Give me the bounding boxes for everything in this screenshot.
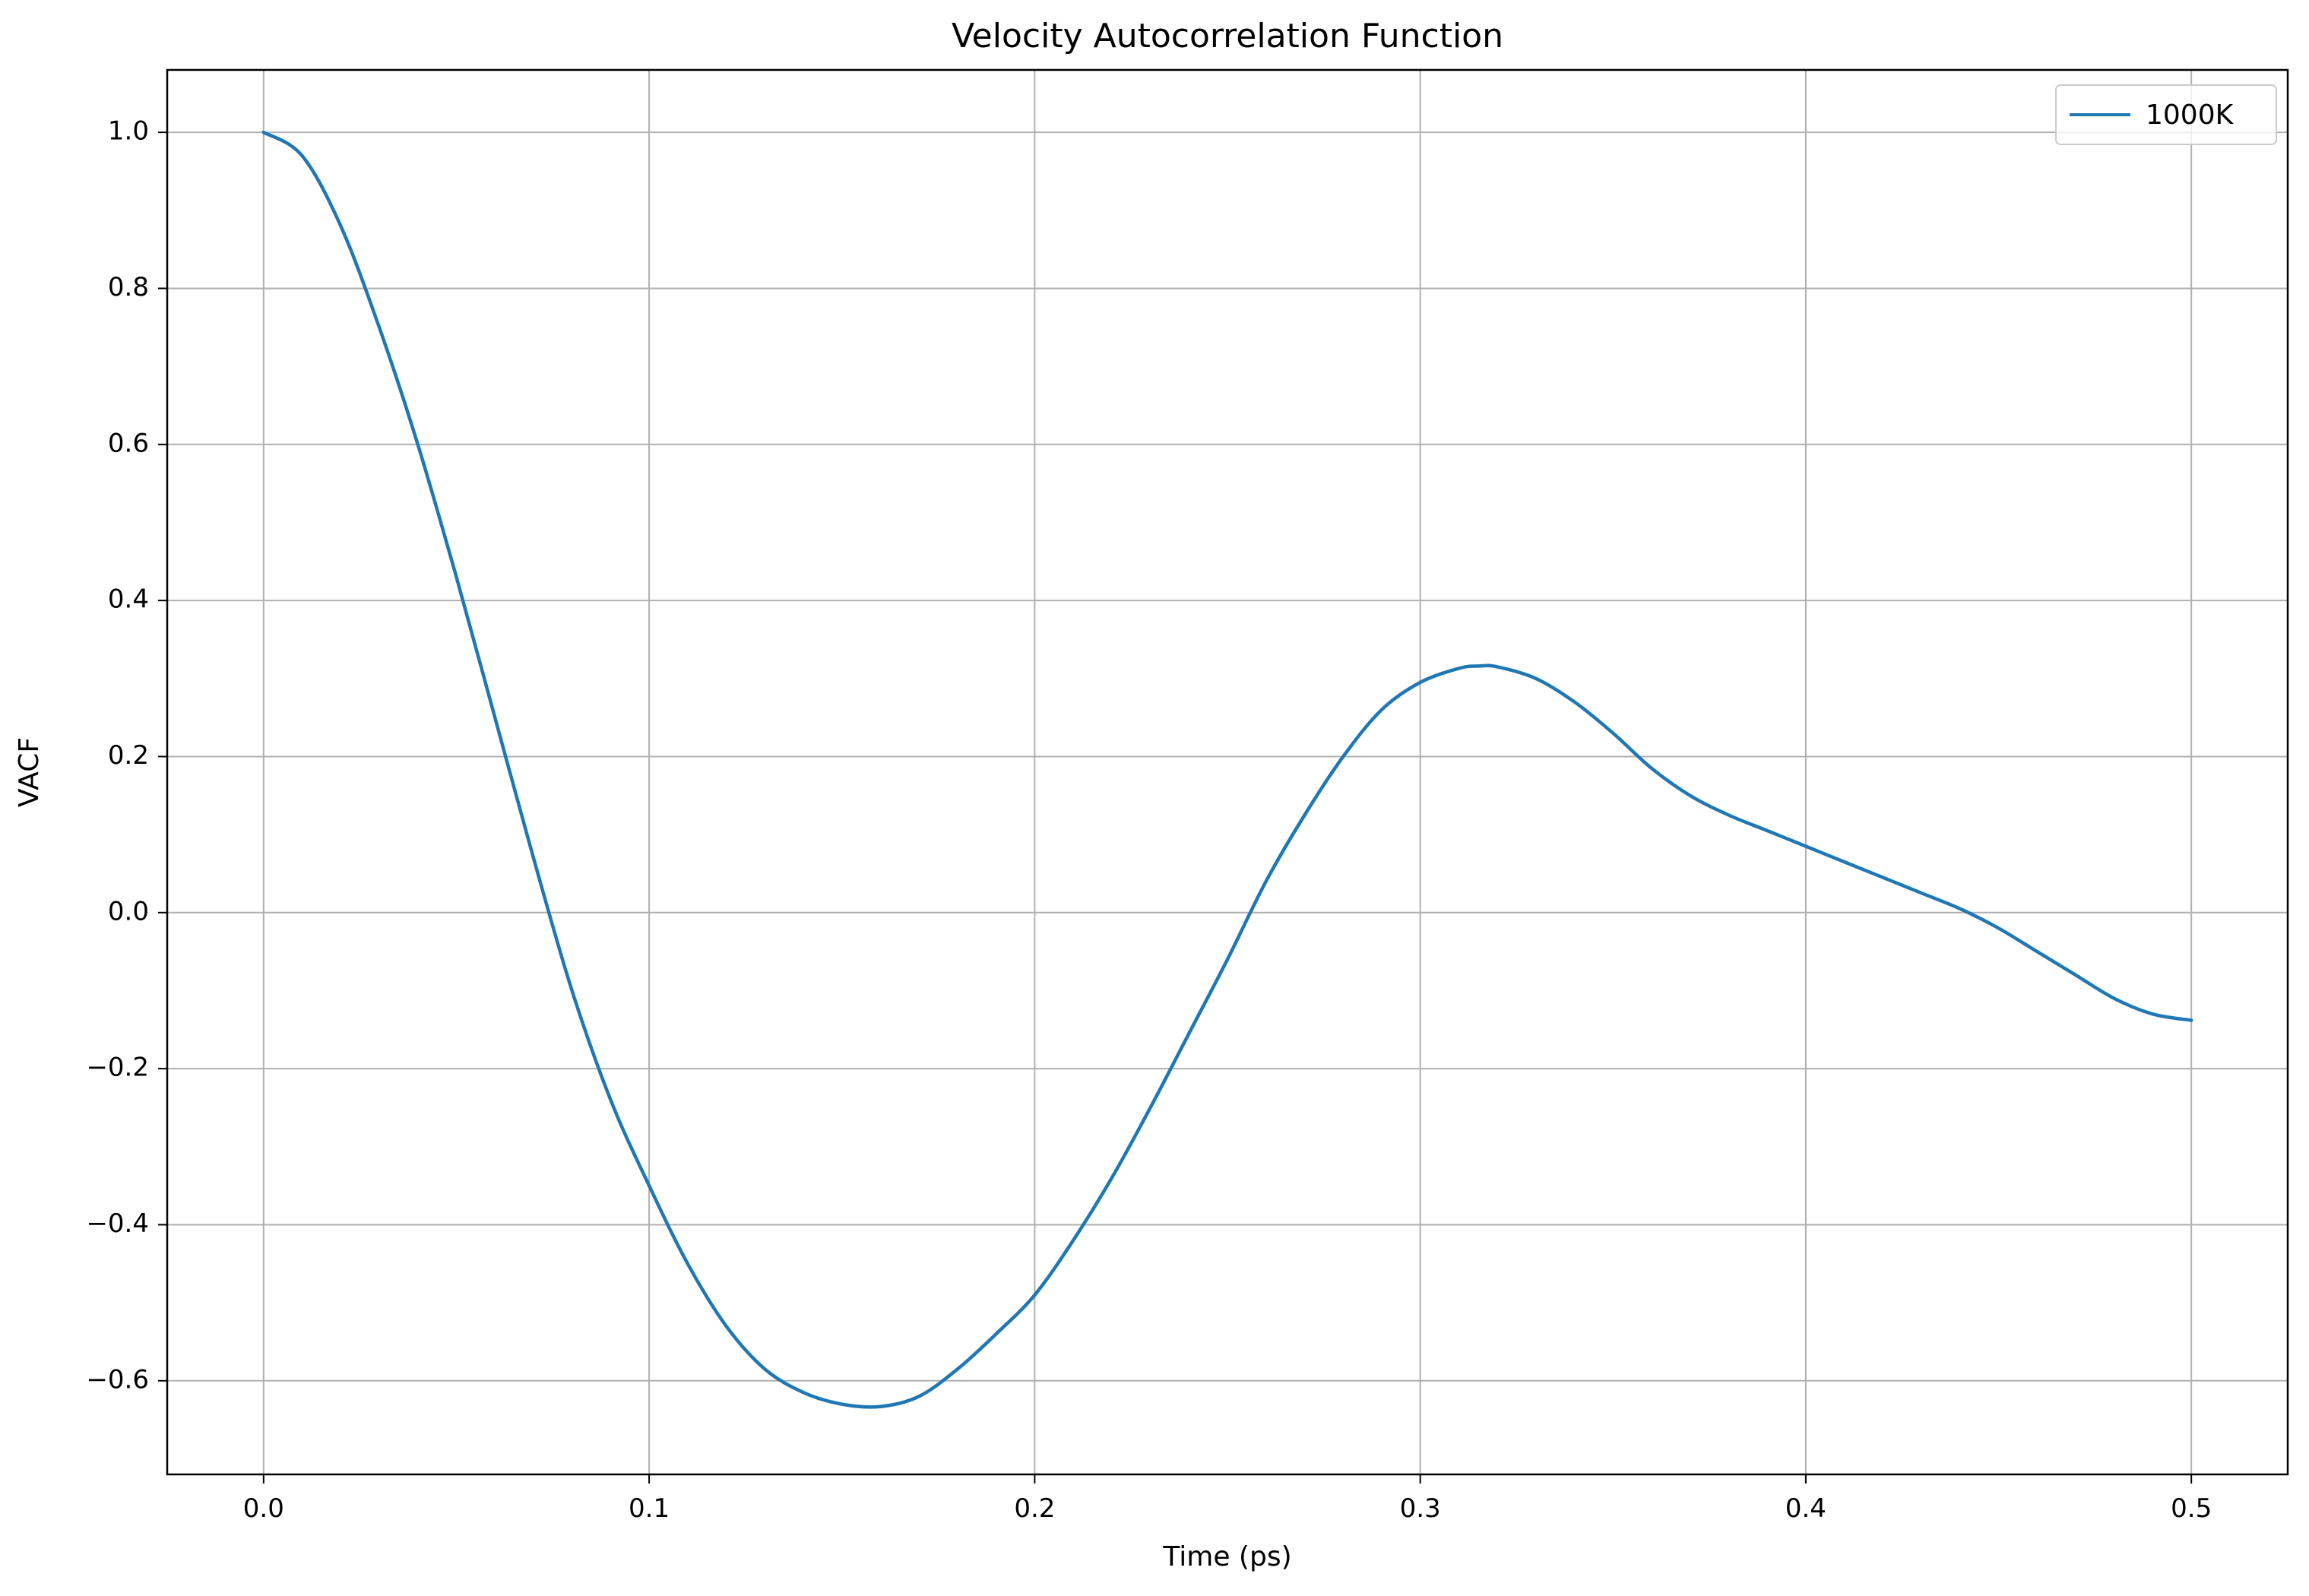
y-axis-title: VACF <box>14 737 45 807</box>
ticks: 0.0 0.1 0.2 0.3 0.4 0.5 −0.6 −0.4 −0.2 0.0 0.2 0.4 0… <box>86 116 2212 1524</box>
y-tick-label: 0.2 <box>108 740 149 771</box>
grid <box>167 70 2288 1474</box>
y-tick-label: 1.0 <box>108 116 149 147</box>
y-tick-label: 0.0 <box>108 896 149 926</box>
y-tick-label: −0.6 <box>86 1364 149 1395</box>
series-line-1000k <box>261 130 2193 1409</box>
legend: 1000K <box>2055 84 2277 145</box>
x-tick-label: 0.1 <box>629 1493 670 1524</box>
x-tick-label: 0.5 <box>2171 1493 2212 1524</box>
x-tick-label: 0.0 <box>243 1493 284 1524</box>
x-tick-label: 0.4 <box>1785 1493 1826 1524</box>
y-tick-label: 0.8 <box>108 272 149 302</box>
series-layer <box>261 130 2193 1409</box>
legend-box <box>2055 84 2277 145</box>
y-tick-label: 0.4 <box>108 584 149 615</box>
y-tick-label: −0.2 <box>86 1053 149 1083</box>
x-axis-title: Time (ps) <box>1162 1541 1291 1572</box>
x-tick-label: 0.2 <box>1014 1493 1055 1524</box>
chart-title: Velocity Autocorrelation Function <box>952 17 1503 55</box>
plot-frame <box>166 68 2289 1476</box>
y-tick-label: 0.6 <box>108 428 149 458</box>
y-tick-label: −0.4 <box>86 1208 149 1239</box>
legend-label-1000k: 1000K <box>2146 100 2235 131</box>
x-tick-label: 0.3 <box>1400 1493 1441 1524</box>
